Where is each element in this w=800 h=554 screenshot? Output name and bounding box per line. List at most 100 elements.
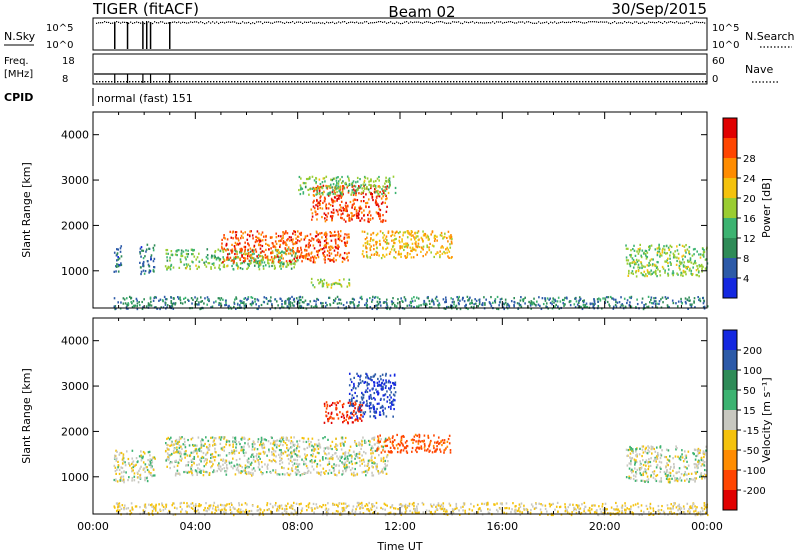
echo-cell <box>264 264 267 267</box>
nave-point <box>234 81 236 83</box>
echo-cell <box>144 479 146 482</box>
nsky-point <box>526 21 528 23</box>
echo-cell <box>481 302 484 305</box>
nave-point <box>639 81 641 83</box>
nsky-point <box>598 21 600 23</box>
echo-cell <box>392 175 395 178</box>
nsky-point <box>232 21 234 23</box>
echo-cell <box>235 263 238 267</box>
echo-cell <box>220 297 223 300</box>
echo-cell <box>212 440 215 443</box>
echo-cell <box>382 394 385 397</box>
echo-cell <box>261 465 264 468</box>
echo-cell <box>288 301 290 304</box>
echo-cell <box>317 298 320 301</box>
echo-cell <box>287 458 290 461</box>
echo-cell <box>324 261 326 264</box>
echo-cell <box>237 239 240 242</box>
echo-cell <box>198 303 200 306</box>
echo-cell <box>304 182 307 185</box>
echo-cell <box>319 206 322 210</box>
echo-cell <box>179 297 181 300</box>
echo-cell <box>407 243 410 247</box>
echo-cell <box>331 258 334 262</box>
nave-point <box>396 81 398 83</box>
echo-cell <box>357 409 359 412</box>
echo-cell <box>371 459 373 462</box>
echo-cell <box>674 250 676 253</box>
echo-cell <box>397 250 400 253</box>
nsky-point <box>248 21 250 24</box>
echo-cell <box>380 382 383 385</box>
echo-cell <box>171 304 173 307</box>
echo-cell <box>191 249 194 252</box>
nsky-point <box>314 22 316 24</box>
echo-cell <box>367 460 370 464</box>
echo-cell <box>247 252 250 256</box>
nave-point <box>588 81 590 83</box>
nsky-point <box>146 21 148 23</box>
echo-cell <box>390 450 393 453</box>
echo-cell <box>286 239 288 242</box>
echo-cell <box>637 263 640 266</box>
echo-cell <box>637 248 640 251</box>
echo-cell <box>207 298 210 301</box>
nsky-point <box>362 22 364 24</box>
nsky-point <box>310 21 312 23</box>
echo-cell <box>213 254 216 257</box>
echo-cell <box>389 250 392 254</box>
echo-cell <box>324 232 326 235</box>
nsky-point <box>238 22 240 25</box>
echo-cell <box>337 417 340 420</box>
echo-cell <box>703 305 706 308</box>
echo-cell <box>187 461 190 464</box>
echo-cell <box>152 299 155 302</box>
echo-cell <box>437 442 440 446</box>
nsky-point <box>446 22 448 24</box>
nsky-point <box>336 22 338 24</box>
echo-cell <box>231 248 234 251</box>
echo-cell <box>223 437 225 440</box>
echo-cell <box>349 302 352 305</box>
echo-cell <box>417 242 420 245</box>
echo-cell <box>326 254 329 257</box>
echo-cell <box>292 298 295 301</box>
echo-cell <box>381 404 384 408</box>
nsky-point <box>586 22 588 24</box>
echo-cell <box>382 214 384 217</box>
echo-cell <box>210 436 212 439</box>
echo-cell <box>172 444 174 447</box>
echo-cell <box>185 267 188 270</box>
nsky-point <box>286 21 288 23</box>
echo-cell <box>372 446 374 450</box>
echo-cell <box>334 300 336 303</box>
echo-cell <box>220 261 223 265</box>
echo-cell <box>165 248 168 252</box>
echo-cell <box>300 233 302 236</box>
echo-cell <box>692 452 694 455</box>
echo-cell <box>268 450 270 453</box>
echo-cell <box>298 175 301 179</box>
echo-cell <box>400 252 402 255</box>
echo-cell <box>352 450 355 453</box>
nsky-point <box>166 22 168 24</box>
echo-cell <box>367 217 370 220</box>
echo-cell <box>382 460 385 463</box>
echo-cell <box>347 213 349 216</box>
echo-cell <box>188 444 191 447</box>
echo-cell <box>146 477 148 480</box>
echo-cell <box>628 269 630 273</box>
echo-cell <box>639 266 641 269</box>
echo-cell <box>669 261 672 264</box>
echo-cell <box>424 303 427 306</box>
echo-cell <box>428 249 431 252</box>
echo-cell <box>315 180 317 184</box>
echo-cell <box>375 465 377 468</box>
echo-cell <box>303 182 305 185</box>
echo-cell <box>444 448 446 451</box>
echo-cell <box>369 377 371 381</box>
echo-cell <box>326 463 329 466</box>
echo-cell <box>340 283 342 287</box>
echo-cell <box>383 192 385 195</box>
echo-cell <box>586 305 588 309</box>
